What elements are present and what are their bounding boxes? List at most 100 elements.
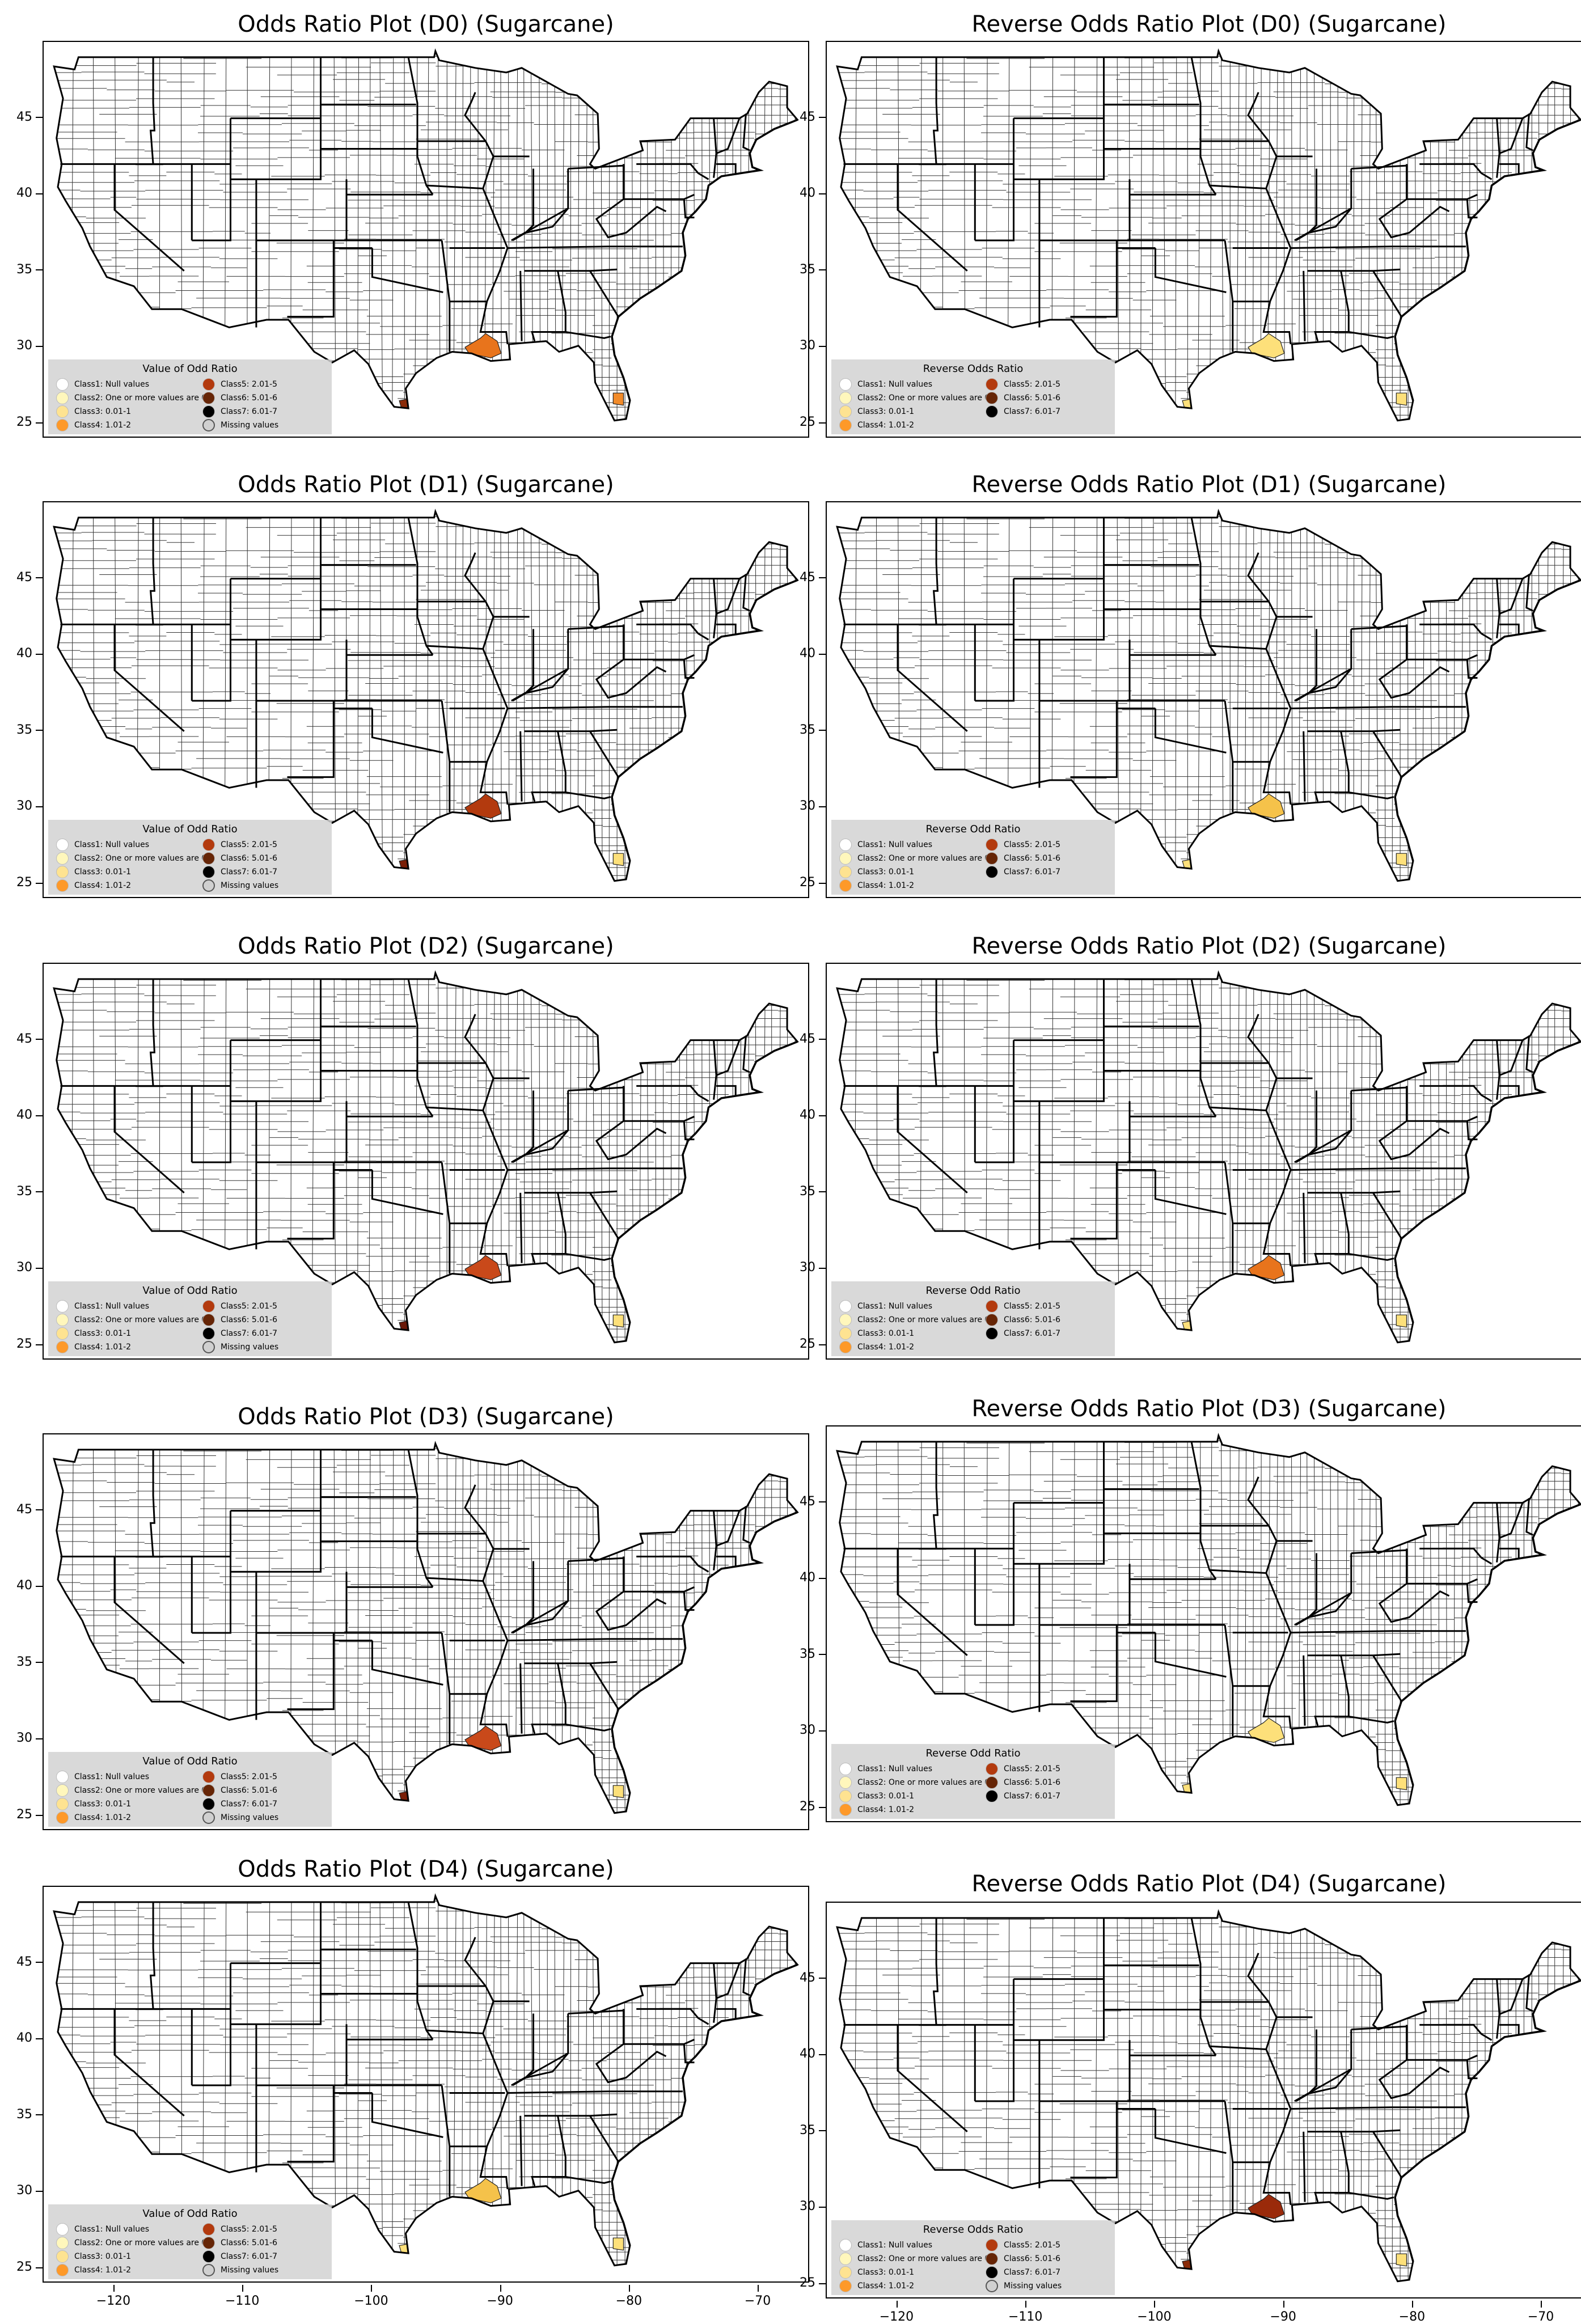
legend-swatch-icon <box>839 1776 852 1789</box>
legend-label: Class6: 5.01-6 <box>221 393 277 403</box>
legend-swatch-icon <box>986 1327 998 1340</box>
legend-label: Class5: 2.01-5 <box>221 840 277 849</box>
legend-label: Class5: 2.01-5 <box>221 1772 277 1781</box>
legend-swatch-icon <box>202 879 215 892</box>
legend-swatch-icon <box>202 1300 215 1313</box>
legend-label: Missing values <box>221 2266 278 2275</box>
y-tick-label: 30 <box>781 1723 815 1737</box>
legend-label: Class1: Null values <box>857 1302 932 1311</box>
legend-label: Class6: 5.01-6 <box>221 854 277 863</box>
legend-label: Class7: 6.01-7 <box>1004 867 1060 877</box>
florida-highlight <box>613 2238 623 2250</box>
legend-label: Class1: Null values <box>857 1764 932 1773</box>
y-tick-label: 45 <box>781 110 815 124</box>
legend-title: Value of Odd Ratio <box>48 1755 332 1767</box>
legend-item: Class2: One or more values are 0 <box>56 1314 206 1326</box>
map-frame: Reverse Odd Ratio Class1: Null values Clas… <box>826 501 1581 898</box>
legend-swatch-icon <box>839 879 852 892</box>
legend-swatch-icon <box>202 1811 215 1824</box>
legend-item: Class3: 0.01-1 <box>56 1328 131 1339</box>
legend-swatch-icon <box>839 1300 852 1313</box>
legend-swatch-icon <box>202 2264 215 2276</box>
florida-highlight <box>1396 853 1406 866</box>
legend-swatch-icon <box>839 1763 852 1775</box>
legend-item: Class3: 0.01-1 <box>839 866 914 878</box>
legend-swatch-icon <box>986 378 998 391</box>
legend-item: Class4: 1.01-2 <box>56 880 131 891</box>
legend-swatch-icon <box>56 405 69 418</box>
legend-label: Class2: One or more values are 0 <box>857 1778 990 1787</box>
legend-item: Class2: One or more values are 0 <box>839 1777 990 1788</box>
y-tick-label: 45 <box>0 110 32 124</box>
legend-item: Class4: 1.01-2 <box>839 2280 914 2292</box>
legend-item: Class4: 1.01-2 <box>56 420 131 431</box>
legend-item: Class5: 2.01-5 <box>986 839 1060 850</box>
x-tick-label: −70 <box>732 2294 783 2308</box>
legend-swatch-icon <box>986 2280 998 2292</box>
legend-label: Class7: 6.01-7 <box>1004 407 1060 416</box>
legend-item: Class1: Null values <box>839 1301 932 1312</box>
legend-label: Class7: 6.01-7 <box>1004 1329 1060 1338</box>
legend-swatch-icon <box>839 866 852 878</box>
panel-title: Odds Ratio Plot (D1) (Sugarcane) <box>43 472 809 498</box>
legend-label: Class4: 1.01-2 <box>857 881 914 890</box>
legend-swatch-icon <box>839 378 852 391</box>
legend-title: Value of Odd Ratio <box>48 823 332 835</box>
legend-title: Reverse Odd Ratio <box>831 1747 1115 1759</box>
legend-label: Class1: Null values <box>857 380 932 389</box>
legend-swatch-icon <box>202 1771 215 1783</box>
legend-label: Class2: One or more values are 0 <box>74 1786 206 1795</box>
legend-item: Class6: 5.01-6 <box>986 1314 1060 1326</box>
legend-label: Class1: Null values <box>857 840 932 849</box>
legend-item: Class7: 6.01-7 <box>986 406 1060 417</box>
y-tick-label: 30 <box>0 338 32 353</box>
legend-item: Class4: 1.01-2 <box>56 1341 131 1353</box>
legend-label: Class4: 1.01-2 <box>74 1813 131 1822</box>
y-tick-label: 25 <box>0 1807 32 1822</box>
legend-swatch-icon <box>839 1790 852 1802</box>
legend-item: Class6: 5.01-6 <box>986 853 1060 864</box>
legend-swatch-icon <box>56 1798 69 1810</box>
y-tick-label: 25 <box>781 1800 815 1814</box>
legend-swatch-icon <box>839 2280 852 2292</box>
y-tick-label: 45 <box>781 1032 815 1046</box>
legend-label: Class4: 1.01-2 <box>74 1343 131 1352</box>
legend-item: Class4: 1.01-2 <box>56 2264 131 2276</box>
legend-swatch-icon <box>986 1314 998 1326</box>
legend-item: Class7: 6.01-7 <box>202 866 277 878</box>
legend-item: Class3: 0.01-1 <box>56 2251 131 2262</box>
legend-swatch-icon <box>839 1314 852 1326</box>
legend-item: Class1: Null values <box>839 2240 932 2251</box>
panel-title: Odds Ratio Plot (D2) (Sugarcane) <box>43 933 809 959</box>
legend-swatch-icon <box>202 839 215 851</box>
florida-highlight <box>1396 1777 1406 1790</box>
legend-label: Class4: 1.01-2 <box>857 421 914 430</box>
legend-swatch-icon <box>202 392 215 404</box>
legend-swatch-icon <box>839 2266 852 2279</box>
legend-label: Class6: 5.01-6 <box>221 1786 277 1795</box>
legend-item: Class7: 6.01-7 <box>986 2267 1060 2278</box>
legend-item: Class4: 1.01-2 <box>839 420 914 431</box>
legend-label: Missing values <box>221 881 278 890</box>
legend-title: Reverse Odd Ratio <box>831 823 1115 835</box>
legend-label: Class3: 0.01-1 <box>74 407 131 416</box>
florida-highlight <box>1396 2254 1406 2266</box>
legend-label: Class5: 2.01-5 <box>221 1302 277 1311</box>
y-tick-label: 45 <box>781 1971 815 1985</box>
legend-swatch-icon <box>839 839 852 851</box>
florida-highlight <box>1396 393 1406 405</box>
legend-label: Class2: One or more values are 0 <box>857 1315 990 1324</box>
legend-item: Class5: 2.01-5 <box>986 379 1060 390</box>
y-tick-label: 45 <box>781 1495 815 1509</box>
legend-item: Class5: 2.01-5 <box>986 1301 1060 1312</box>
legend-item: Class7: 6.01-7 <box>986 866 1060 878</box>
y-tick-label: 25 <box>781 1337 815 1351</box>
legend-swatch-icon <box>56 1771 69 1783</box>
legend-item: Class6: 5.01-6 <box>202 392 277 404</box>
legend-label: Class6: 5.01-6 <box>1004 854 1060 863</box>
legend-swatch-icon <box>202 2223 215 2236</box>
